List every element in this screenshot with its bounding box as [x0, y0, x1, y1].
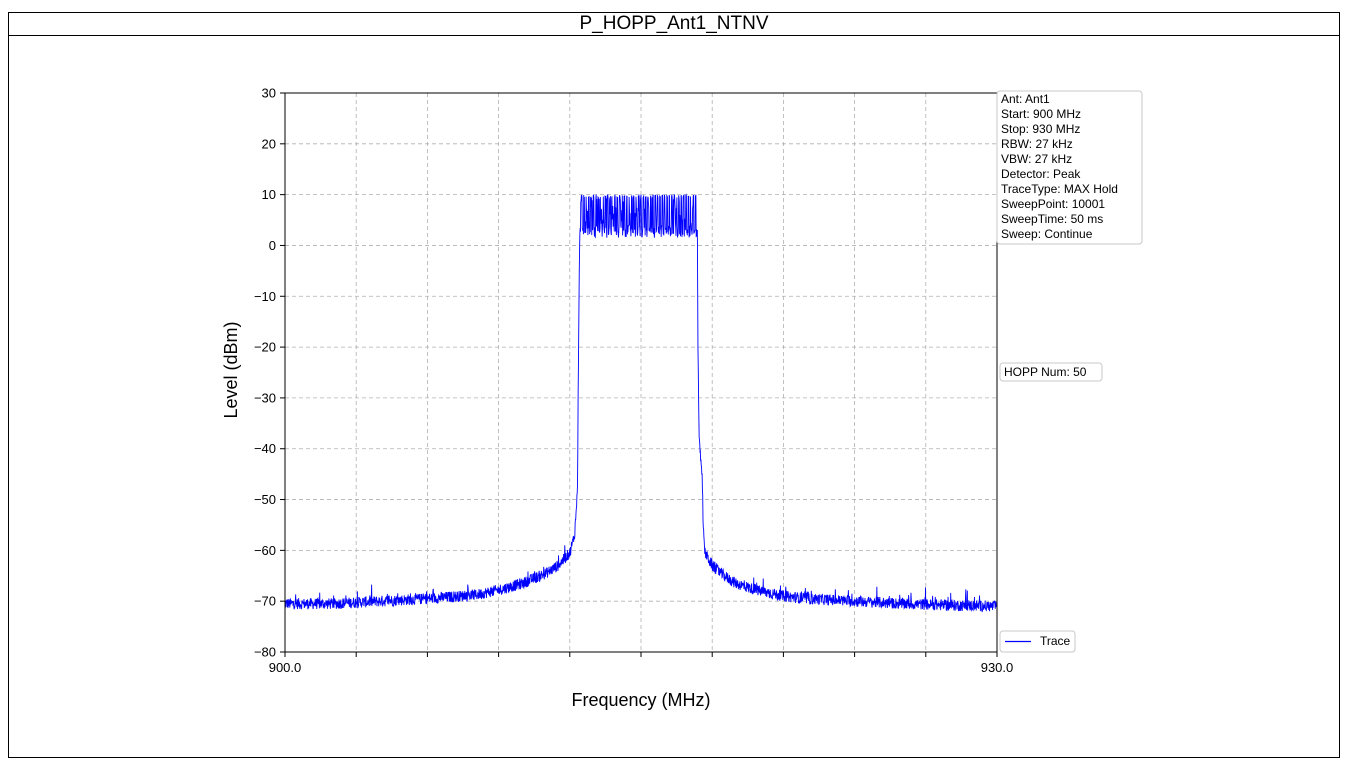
x-axis-label: Frequency (MHz)	[571, 690, 710, 710]
y-tick-label: 0	[269, 238, 276, 253]
info-line: Sweep: Continue	[1001, 227, 1093, 241]
hopp-num-box: HOPP Num: 50	[999, 362, 1103, 382]
y-axis-label: Level (dBm)	[221, 321, 241, 418]
report-frame: P_HOPP_Ant1_NTNV	[8, 12, 1340, 758]
y-tick-label: −20	[254, 340, 276, 355]
y-tick-label: 10	[262, 187, 276, 202]
info-line: SweepTime: 50 ms	[1001, 212, 1103, 226]
info-line: Ant: Ant1	[1001, 92, 1050, 106]
y-tick-label: 20	[262, 136, 276, 151]
info-line: Stop: 930 MHz	[1001, 122, 1080, 136]
y-tick-label: −40	[254, 441, 276, 456]
y-tick-label: −30	[254, 390, 276, 405]
y-tick-label: −50	[254, 492, 276, 507]
legend-trace-label: Trace	[1040, 634, 1071, 648]
hopp-num-text: HOPP Num: 50	[1004, 365, 1087, 379]
page-title: P_HOPP_Ant1_NTNV	[9, 13, 1339, 36]
info-line: Start: 900 MHz	[1001, 107, 1081, 121]
info-line: Detector: Peak	[1001, 167, 1081, 181]
x-tick-label: 930.0	[981, 660, 1014, 675]
trace-line	[284, 193, 998, 613]
x-tick-label: 900.0	[269, 660, 302, 675]
y-tick-label: −70	[254, 594, 276, 609]
y-tick-label: −60	[254, 543, 276, 558]
grid	[285, 93, 997, 652]
legend: Trace	[999, 630, 1076, 653]
trace-layer	[284, 193, 998, 613]
plot-area	[284, 92, 998, 653]
info-line: RBW: 27 kHz	[1001, 137, 1073, 151]
info-line: VBW: 27 kHz	[1001, 152, 1072, 166]
y-tick-label: −80	[254, 645, 276, 660]
y-tick-label: 30	[262, 86, 276, 101]
info-line: SweepPoint: 10001	[1001, 197, 1105, 211]
y-tick-label: −10	[254, 289, 276, 304]
info-line: TraceType: MAX Hold	[1001, 182, 1118, 196]
